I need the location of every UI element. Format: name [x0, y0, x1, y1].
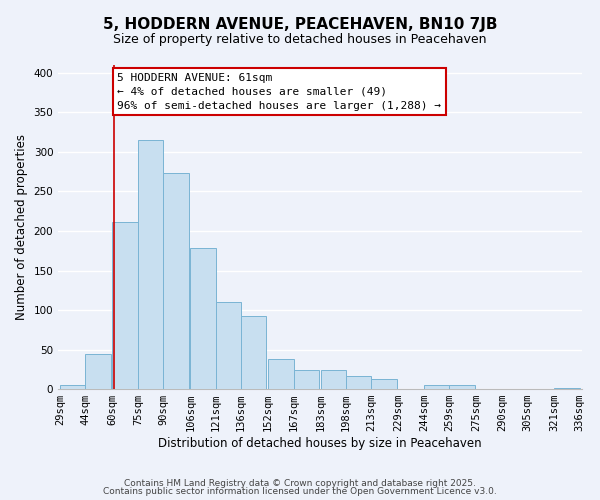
Bar — [190, 248, 215, 389]
X-axis label: Distribution of detached houses by size in Peacehaven: Distribution of detached houses by size … — [158, 437, 482, 450]
Bar — [320, 370, 346, 389]
Bar — [424, 385, 449, 389]
Bar — [554, 388, 580, 389]
Bar — [60, 385, 85, 389]
Bar — [346, 376, 371, 389]
Bar — [241, 316, 266, 389]
Y-axis label: Number of detached properties: Number of detached properties — [15, 134, 28, 320]
Bar — [215, 302, 241, 389]
Bar — [268, 359, 293, 389]
Bar — [449, 385, 475, 389]
Text: Size of property relative to detached houses in Peacehaven: Size of property relative to detached ho… — [113, 32, 487, 46]
Bar — [163, 172, 188, 389]
Text: 5 HODDERN AVENUE: 61sqm
← 4% of detached houses are smaller (49)
96% of semi-det: 5 HODDERN AVENUE: 61sqm ← 4% of detached… — [118, 73, 442, 111]
Text: Contains HM Land Registry data © Crown copyright and database right 2025.: Contains HM Land Registry data © Crown c… — [124, 478, 476, 488]
Bar — [293, 370, 319, 389]
Text: 5, HODDERN AVENUE, PEACEHAVEN, BN10 7JB: 5, HODDERN AVENUE, PEACEHAVEN, BN10 7JB — [103, 18, 497, 32]
Bar — [112, 222, 138, 389]
Bar — [138, 140, 163, 389]
Text: Contains public sector information licensed under the Open Government Licence v3: Contains public sector information licen… — [103, 487, 497, 496]
Bar — [85, 354, 110, 389]
Bar — [371, 379, 397, 389]
